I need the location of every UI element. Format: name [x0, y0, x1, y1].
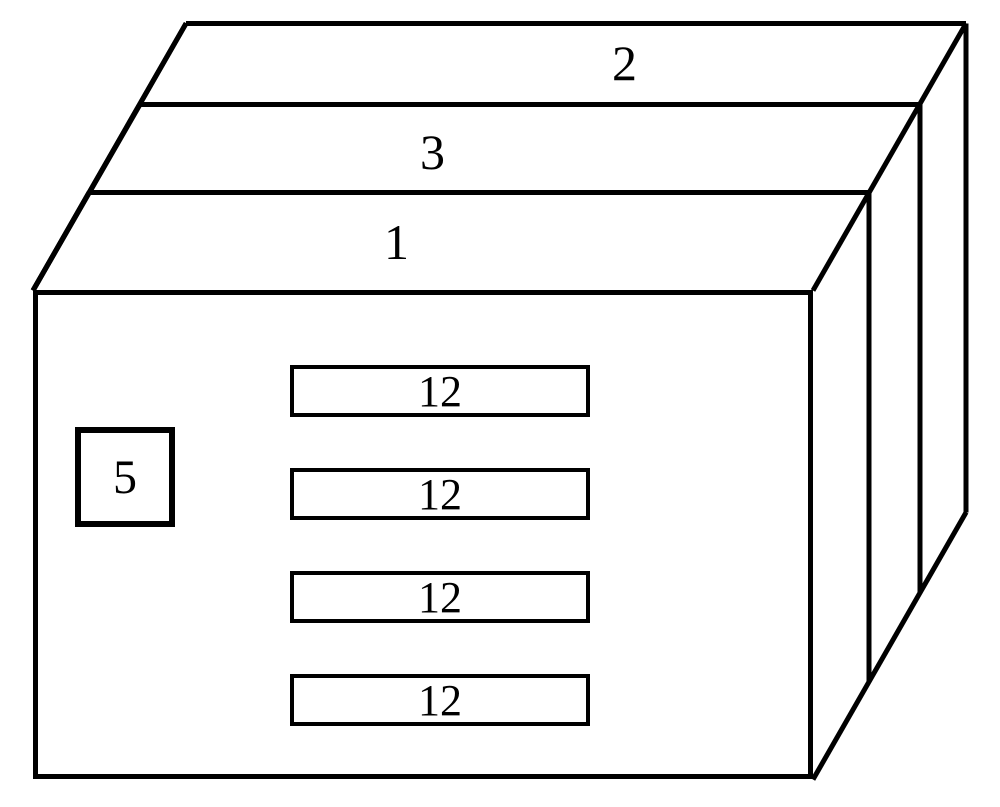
- right-back-edge: [964, 23, 969, 512]
- top-label-3: 3: [420, 127, 445, 177]
- slot-1: 12: [290, 468, 590, 520]
- slot-0: 12: [290, 365, 590, 417]
- slot-2-label: 12: [418, 572, 462, 623]
- slot-3-label: 12: [418, 675, 462, 726]
- diagram-canvas: 2 31 12 12 12 12 5: [0, 0, 1000, 807]
- slot-1-label: 12: [418, 469, 462, 520]
- small-box-label: 5: [113, 450, 137, 505]
- top-divider-0-line: [89, 190, 869, 195]
- slot-0-label: 12: [418, 366, 462, 417]
- top-label-2: 2: [612, 38, 637, 88]
- top-right-edge: [811, 22, 968, 291]
- right-divider-0-vertical: [867, 192, 872, 681]
- slot-3: 12: [290, 674, 590, 726]
- top-divider-1-line: [140, 102, 920, 107]
- slot-2: 12: [290, 571, 590, 623]
- top-label-1: 1: [384, 217, 409, 267]
- right-bottom-edge: [811, 511, 968, 780]
- right-divider-1-vertical: [918, 104, 923, 593]
- top-left-edge-overlay: [31, 22, 188, 291]
- small-box: 5: [75, 427, 175, 527]
- top-back-edge: [186, 21, 966, 26]
